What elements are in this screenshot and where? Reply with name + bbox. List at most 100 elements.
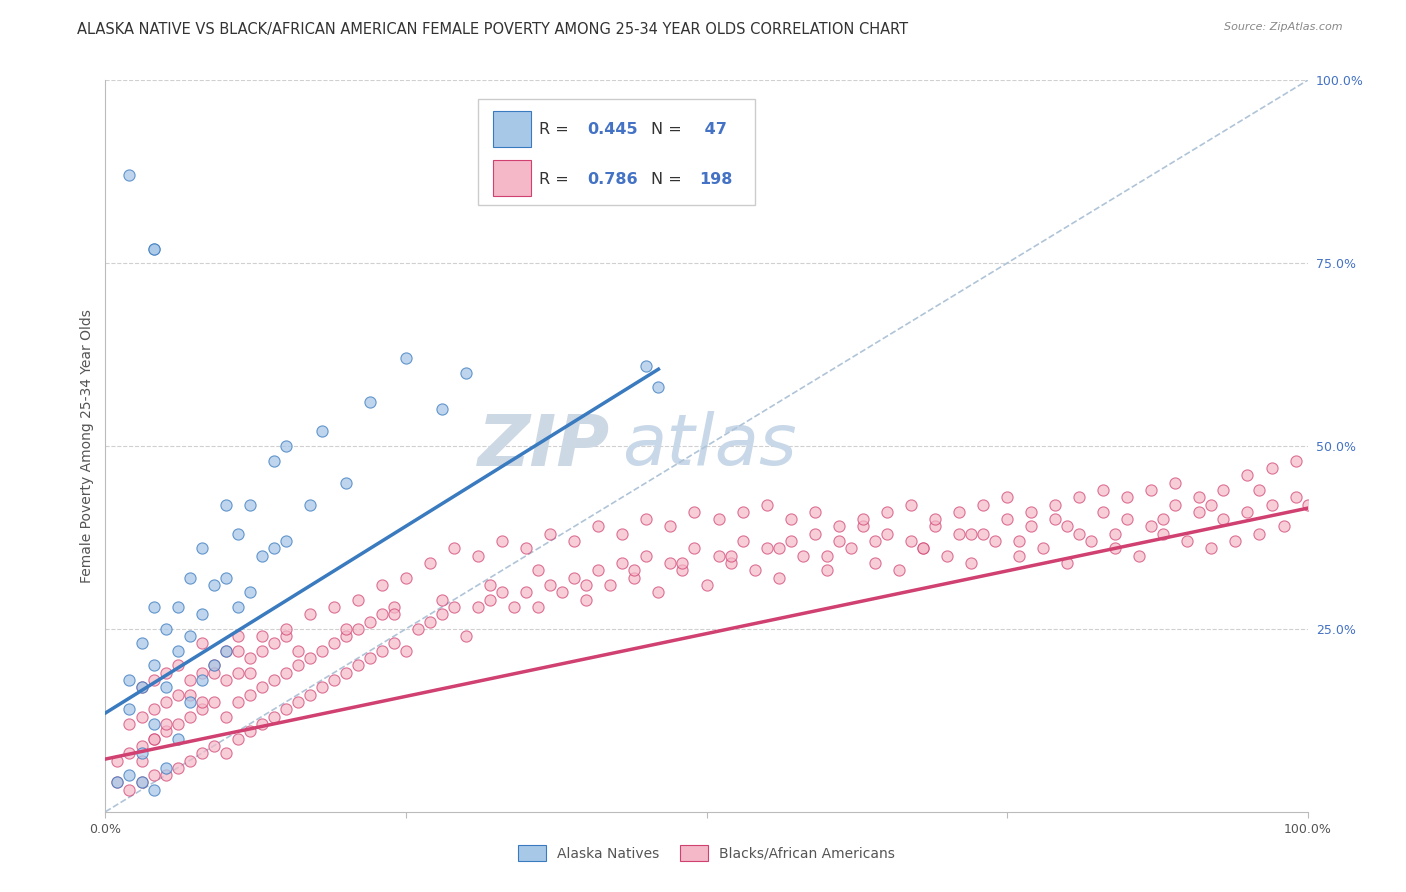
- Point: [214, 644, 236, 658]
- Point: [287, 695, 309, 709]
- Point: [250, 629, 273, 643]
- Point: [876, 526, 898, 541]
- Point: [335, 475, 357, 490]
- Point: [1272, 519, 1295, 533]
- Point: [190, 746, 212, 760]
- Point: [263, 453, 285, 467]
- Point: [250, 717, 273, 731]
- Point: [322, 599, 344, 614]
- Point: [239, 688, 262, 702]
- Point: [190, 695, 212, 709]
- Point: [202, 695, 225, 709]
- Point: [190, 665, 212, 680]
- Point: [647, 585, 669, 599]
- Point: [274, 439, 297, 453]
- Point: [131, 636, 153, 650]
- Point: [503, 599, 526, 614]
- Point: [155, 768, 177, 782]
- Point: [430, 402, 453, 417]
- Text: N =: N =: [651, 172, 688, 186]
- Point: [395, 351, 418, 366]
- Point: [263, 541, 285, 556]
- Point: [588, 563, 610, 577]
- Point: [636, 359, 658, 373]
- Point: [731, 505, 754, 519]
- Point: [226, 695, 249, 709]
- Point: [298, 607, 321, 622]
- Point: [395, 571, 418, 585]
- Point: [623, 563, 645, 577]
- Point: [1116, 512, 1139, 526]
- Point: [779, 534, 801, 549]
- Point: [131, 681, 153, 695]
- Point: [792, 549, 814, 563]
- Point: [142, 599, 165, 614]
- Point: [263, 709, 285, 723]
- Point: [382, 607, 405, 622]
- Point: [214, 673, 236, 687]
- Point: [720, 556, 742, 570]
- Point: [142, 731, 165, 746]
- Point: [202, 665, 225, 680]
- Point: [371, 578, 394, 592]
- Point: [335, 629, 357, 643]
- Point: [612, 526, 634, 541]
- Point: [371, 644, 394, 658]
- Point: [852, 512, 875, 526]
- Point: [118, 782, 141, 797]
- Point: [443, 599, 465, 614]
- Text: 0.445: 0.445: [588, 122, 638, 137]
- Point: [1116, 490, 1139, 504]
- Point: [720, 549, 742, 563]
- Point: [936, 549, 959, 563]
- Point: [298, 688, 321, 702]
- Point: [131, 681, 153, 695]
- Point: [768, 541, 790, 556]
- Point: [1069, 490, 1091, 504]
- Point: [707, 512, 730, 526]
- Point: [202, 658, 225, 673]
- Point: [166, 731, 188, 746]
- Point: [636, 549, 658, 563]
- Point: [382, 599, 405, 614]
- Point: [131, 709, 153, 723]
- Point: [118, 169, 141, 183]
- Point: [239, 665, 262, 680]
- Point: [1249, 483, 1271, 497]
- Point: [1140, 519, 1163, 533]
- Point: [118, 768, 141, 782]
- Point: [118, 746, 141, 760]
- Point: [779, 512, 801, 526]
- Point: [768, 571, 790, 585]
- Point: [335, 665, 357, 680]
- Text: ZIP: ZIP: [478, 411, 610, 481]
- Point: [226, 526, 249, 541]
- Point: [179, 709, 201, 723]
- Point: [142, 242, 165, 256]
- Point: [274, 622, 297, 636]
- Point: [1201, 498, 1223, 512]
- Point: [562, 571, 585, 585]
- Point: [612, 556, 634, 570]
- Point: [239, 585, 262, 599]
- Point: [1104, 541, 1126, 556]
- Point: [1225, 534, 1247, 549]
- Point: [1019, 505, 1042, 519]
- Point: [142, 768, 165, 782]
- Point: [371, 607, 394, 622]
- Point: [107, 754, 129, 768]
- Point: [924, 519, 946, 533]
- Point: [1249, 526, 1271, 541]
- Point: [263, 636, 285, 650]
- Point: [527, 563, 550, 577]
- Point: [1201, 541, 1223, 556]
- Text: 198: 198: [699, 172, 733, 186]
- Point: [250, 549, 273, 563]
- Point: [107, 775, 129, 789]
- Point: [179, 754, 201, 768]
- Point: [190, 636, 212, 650]
- Point: [960, 556, 983, 570]
- Point: [671, 556, 693, 570]
- Point: [359, 651, 381, 665]
- Point: [852, 519, 875, 533]
